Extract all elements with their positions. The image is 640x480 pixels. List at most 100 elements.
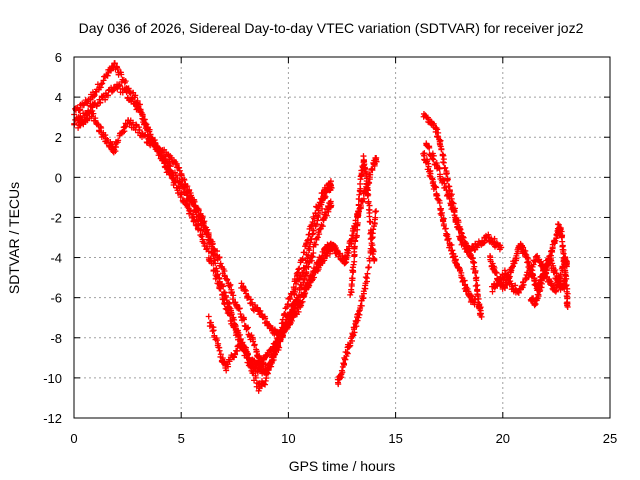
data-point xyxy=(252,374,259,381)
data-point xyxy=(120,129,127,136)
data-point xyxy=(300,292,307,299)
data-point xyxy=(210,327,217,334)
data-point xyxy=(104,72,111,79)
data-point xyxy=(532,253,539,260)
data-point xyxy=(228,311,235,318)
data-point xyxy=(303,260,310,267)
data-point xyxy=(122,78,129,85)
y-axis-label: SDTVAR / TECUs xyxy=(6,182,22,294)
data-point xyxy=(472,275,479,282)
data-point xyxy=(228,289,235,296)
data-point xyxy=(217,260,224,267)
data-point xyxy=(472,269,479,276)
data-point xyxy=(176,185,183,192)
data-point xyxy=(118,71,125,78)
data-point xyxy=(351,243,358,250)
data-point xyxy=(442,164,449,171)
data-point xyxy=(477,304,484,311)
data-point xyxy=(351,251,358,258)
data-point xyxy=(171,169,178,176)
data-point xyxy=(369,167,376,174)
data-point xyxy=(354,219,361,226)
data-point xyxy=(462,239,469,246)
data-point xyxy=(478,313,485,320)
y-tick-label: 0 xyxy=(55,170,62,185)
data-point xyxy=(108,88,115,95)
data-point xyxy=(525,272,532,279)
data-point xyxy=(494,282,501,289)
data-point xyxy=(184,183,191,190)
data-point xyxy=(128,96,135,103)
y-tick-label: -10 xyxy=(43,371,62,386)
data-point xyxy=(508,280,515,287)
data-point xyxy=(136,127,143,134)
data-point xyxy=(214,271,221,278)
data-point xyxy=(139,113,146,120)
data-point xyxy=(364,192,371,199)
data-point xyxy=(197,227,204,234)
data-point xyxy=(176,164,183,171)
data-point xyxy=(458,274,465,281)
data-point xyxy=(231,354,238,361)
data-point xyxy=(105,92,112,99)
data-point xyxy=(319,205,326,212)
data-point xyxy=(535,293,542,300)
data-point xyxy=(531,278,538,285)
data-point xyxy=(305,252,312,259)
data-point xyxy=(312,241,319,248)
data-point xyxy=(557,225,564,232)
data-points xyxy=(71,60,571,394)
data-point xyxy=(489,288,496,295)
data-point xyxy=(541,271,548,278)
data-point xyxy=(302,264,309,271)
data-point xyxy=(351,258,358,265)
data-point xyxy=(434,126,441,133)
data-point xyxy=(536,288,543,295)
data-point xyxy=(362,274,369,281)
data-point xyxy=(116,82,123,89)
data-point xyxy=(443,170,450,177)
data-point xyxy=(243,290,250,297)
data-point xyxy=(367,171,374,178)
data-point xyxy=(452,257,459,264)
data-point xyxy=(334,379,341,386)
grid xyxy=(74,57,610,418)
data-point xyxy=(92,115,99,122)
data-point xyxy=(450,206,457,213)
data-point xyxy=(287,296,294,303)
data-point xyxy=(526,271,533,278)
data-point xyxy=(190,211,197,218)
data-point xyxy=(315,214,322,221)
data-point xyxy=(309,253,316,260)
data-point xyxy=(279,316,286,323)
data-point xyxy=(174,174,181,181)
data-point xyxy=(114,65,121,72)
axis-ticks: 0 5 10 15 20 25 -12 -10 -8 -6 -4 -2 0 2 4 6 xyxy=(43,50,617,446)
data-point xyxy=(216,254,223,261)
data-point xyxy=(309,231,316,238)
y-tick-label: -6 xyxy=(50,291,62,306)
data-point xyxy=(442,225,449,232)
data-point xyxy=(440,159,447,166)
data-point xyxy=(520,281,527,288)
data-point xyxy=(176,167,183,174)
data-point xyxy=(432,183,439,190)
data-point xyxy=(445,193,452,200)
data-point xyxy=(210,253,217,260)
data-point xyxy=(543,266,550,273)
data-point xyxy=(363,175,370,182)
x-tick-label: 25 xyxy=(603,431,617,446)
series-arc-j xyxy=(423,140,485,320)
data-point xyxy=(158,152,165,159)
data-point xyxy=(214,337,221,344)
data-point xyxy=(366,213,373,220)
data-point xyxy=(327,182,334,189)
data-point xyxy=(465,245,472,252)
data-point xyxy=(262,381,269,388)
data-point xyxy=(97,99,104,106)
data-point xyxy=(354,232,361,239)
data-point xyxy=(227,281,234,288)
data-point xyxy=(142,120,149,127)
data-point xyxy=(342,356,348,363)
data-point xyxy=(436,165,443,172)
